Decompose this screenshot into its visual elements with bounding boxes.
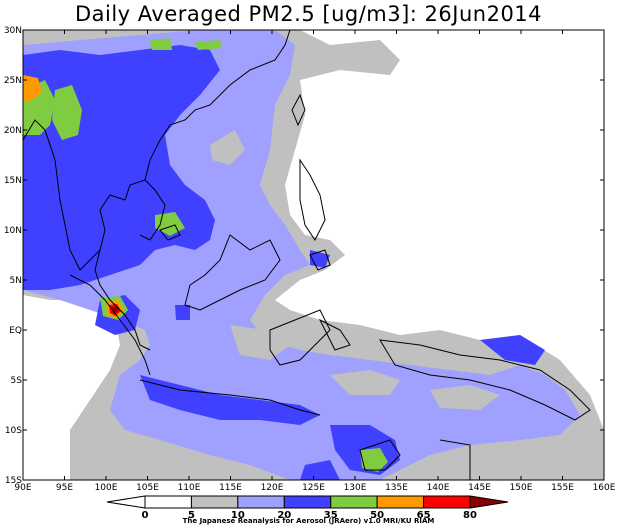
lon-tick-label: 145E <box>468 483 491 493</box>
lon-tick-label: 130E <box>344 483 367 493</box>
lat-tick-label: 25N <box>4 76 22 86</box>
lat-tick-label: 30N <box>4 26 22 36</box>
lon-tick-label: 140E <box>427 483 450 493</box>
lon-tick-label: 155E <box>551 483 574 493</box>
lat-tick-label: 20N <box>4 126 22 136</box>
colorbar-over-arrow <box>469 495 509 509</box>
colorbar-label: 35 <box>324 510 338 521</box>
lat-tick-label: 10S <box>5 426 22 436</box>
lon-tick-label: 150E <box>510 483 533 493</box>
lon-tick-label: 135E <box>385 483 408 493</box>
lon-tick-label: 95E <box>56 483 73 493</box>
lon-tick-label: 90E <box>14 483 31 493</box>
colorbar-label: 20 <box>277 510 291 521</box>
lat-tick-label: 15S <box>5 476 22 486</box>
coastlines <box>23 30 591 480</box>
colorbar-segment <box>330 495 378 509</box>
colorbar-segment <box>144 495 192 509</box>
lon-tick-label: 105E <box>136 483 159 493</box>
lat-tick-label: EQ <box>9 326 22 336</box>
lon-tick-label: 100E <box>95 483 118 493</box>
lat-tick-label: 5N <box>10 276 22 286</box>
colorbar-under-arrow <box>106 495 146 509</box>
lat-tick-label: 15N <box>4 176 22 186</box>
contour-band-50-65 <box>23 75 42 102</box>
lon-tick-label: 120E <box>261 483 284 493</box>
colorbar-segment <box>283 495 332 509</box>
colorbar-label: 10 <box>231 510 245 521</box>
lat-tick-label: 5S <box>11 376 23 386</box>
lon-tick-label: 115E <box>219 483 242 493</box>
colorbar-label: 0 <box>142 510 149 521</box>
colorbar-label: 50 <box>370 510 384 521</box>
lon-tick-label: 110E <box>178 483 201 493</box>
colorbar-label: 65 <box>417 510 431 521</box>
lon-tick-label: 125E <box>302 483 325 493</box>
pm25-fields <box>23 30 604 480</box>
colorbar: 0 5 10 20 35 50 65 80 <box>106 495 509 521</box>
colorbar-label: 80 <box>463 510 477 521</box>
lon-tick-label: 160E <box>593 483 616 493</box>
lat-tick-label: 10N <box>4 226 22 236</box>
colorbar-segment <box>190 495 239 509</box>
colorbar-segment <box>237 495 285 509</box>
colorbar-segment <box>423 495 471 509</box>
data-credit: The Japanese Reanalysis for Aerosol (JRA… <box>182 517 435 525</box>
axis-ticks: 90E 95E 100E 105E 110E 115E 120E 125E 130E 135E 14… <box>4 26 616 493</box>
map-title: Daily Averaged PM2.5 [ug/m3]: 26Jun2014 <box>74 2 543 26</box>
colorbar-segment <box>376 495 425 509</box>
colorbar-label: 5 <box>188 510 195 521</box>
